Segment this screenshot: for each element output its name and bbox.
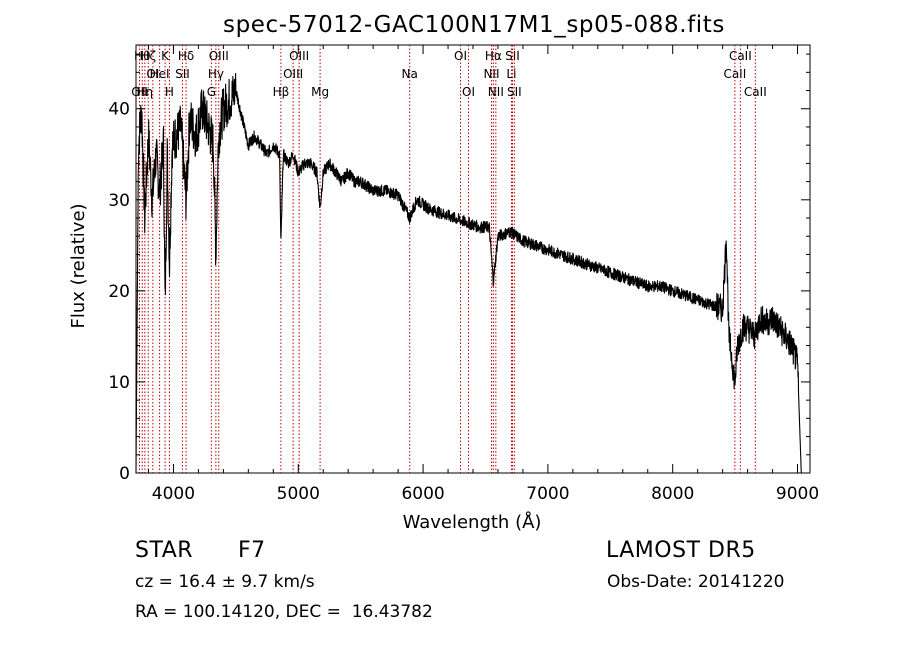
chart-title: spec-57012-GAC100N17M1_sp05-088.fits: [223, 12, 725, 38]
x-tick-label-3: 7000: [526, 484, 569, 504]
y-tick-label-3: 30: [108, 191, 130, 211]
line-marker-label-0: OII: [131, 85, 148, 99]
line-marker-label-6: K: [161, 49, 170, 63]
object-class: STAR: [135, 538, 194, 563]
line-marker-label-5: HeI: [150, 67, 170, 81]
survey-name: LAMOST DR5: [606, 538, 756, 563]
y-tick-label-1: 10: [108, 373, 130, 393]
object-subclass: F7: [238, 538, 266, 563]
coordinates: RA = 100.14120, DEC = 16.43782: [135, 602, 433, 622]
line-marker-label-17: Na: [402, 67, 418, 81]
line-marker-label-28: CaII: [744, 85, 767, 99]
spectrum-line: [135, 73, 802, 474]
x-tick-label-1: 5000: [277, 484, 320, 504]
y-tick-label-0: 0: [119, 464, 130, 484]
plot-frame: [135, 44, 811, 474]
line-marker-label-9: Hδ: [178, 49, 194, 63]
line-marker-label-4: OI: [146, 67, 159, 81]
line-marker-label-14: OIII: [283, 67, 303, 81]
y-tick-label-4: 40: [108, 100, 130, 120]
obs-date: Obs-Date: 20141220: [607, 572, 785, 592]
line-marker-label-1: Hθ: [134, 49, 150, 63]
line-marker-label-11: Hγ: [208, 67, 224, 81]
line-marker-label-24: SII: [505, 49, 520, 63]
line-marker-label-15: OIII: [289, 49, 309, 63]
line-marker-label-20: NII: [483, 67, 499, 81]
spectrum-plot: spec-57012-GAC100N17M1_sp05-088.fits OII…: [68, 12, 819, 533]
line-marker-label-8: SII: [175, 67, 190, 81]
x-tick-label-5: 9000: [776, 484, 819, 504]
line-marker-label-25: SII: [507, 85, 522, 99]
line-marker-label-23: Li: [506, 67, 516, 81]
line-marker-label-13: Hβ: [273, 85, 290, 99]
x-tick-label-4: 8000: [651, 484, 694, 504]
y-axis-label: Flux (relative): [68, 203, 89, 328]
y-tick-label-2: 20: [108, 282, 130, 302]
line-marker-label-22: NII: [488, 85, 504, 99]
line-marker-label-26: CaII: [723, 67, 746, 81]
axis-ticks: 4000 5000 6000 7000 8000 9000 0 10 20 30 40: [108, 45, 819, 504]
x-tick-label-2: 6000: [401, 484, 444, 504]
line-marker-label-18: OI: [454, 49, 467, 63]
x-tick-label-0: 4000: [152, 484, 195, 504]
line-marker-label-7: H: [165, 85, 174, 99]
line-marker-label-19: OI: [462, 85, 475, 99]
line-marker-label-3: Hζ: [140, 49, 156, 63]
x-axis-label: Wavelength (Å): [403, 511, 542, 533]
line-markers: OIIHθHηHζOIHeIKHSIIHδGHγOIIIHβOIIIOIIIMg…: [131, 45, 767, 473]
line-marker-label-16: Mg: [311, 85, 329, 99]
redshift-text: cz = 16.4 ± 9.7 km/s: [135, 572, 315, 592]
line-marker-label-12: OIII: [209, 49, 229, 63]
line-marker-label-27: CaII: [729, 49, 752, 63]
line-marker-label-21: Hα: [485, 49, 502, 63]
line-marker-label-10: G: [207, 85, 216, 99]
line-marker-label-2: Hη: [137, 85, 154, 99]
